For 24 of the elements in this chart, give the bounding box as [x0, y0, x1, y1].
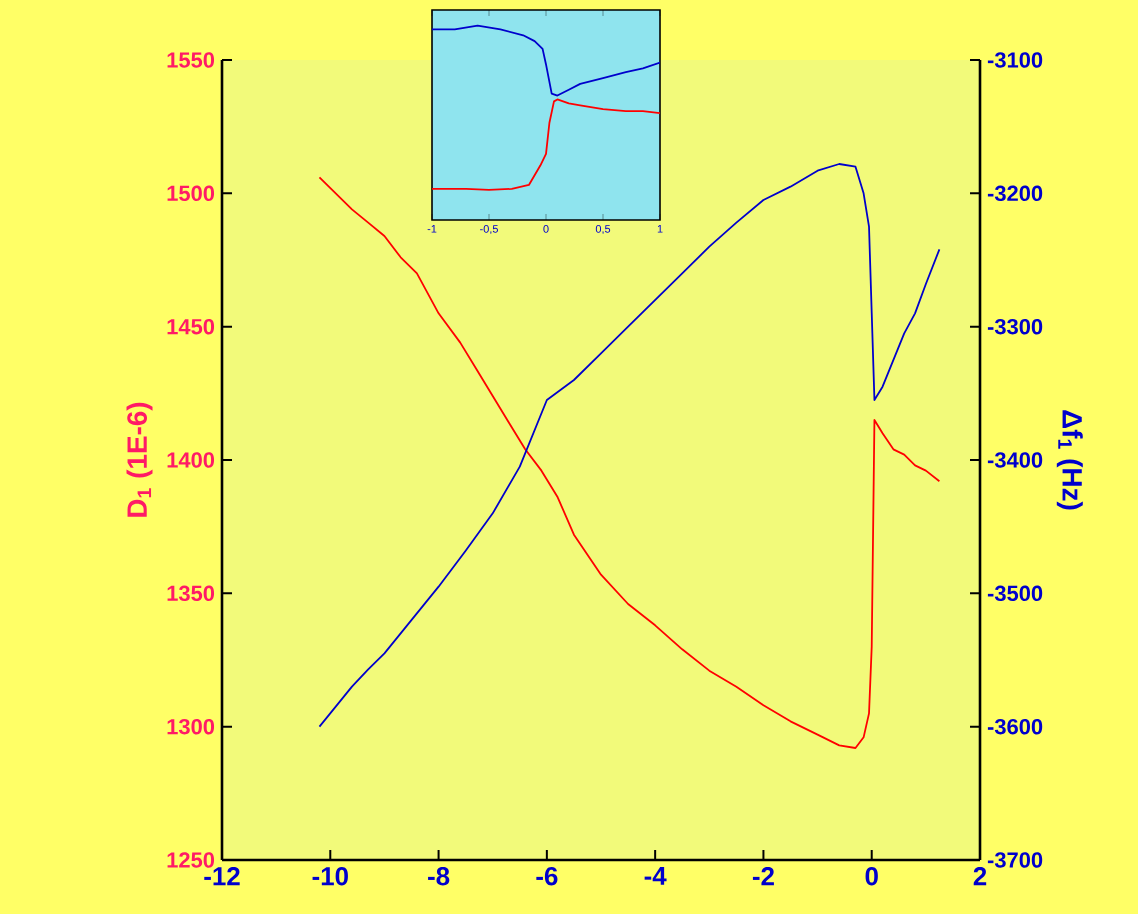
y2-tick-label: -3500 — [987, 585, 1043, 602]
x-tick-label: 2 — [973, 867, 987, 886]
y-tick-label: 1300 — [167, 718, 215, 735]
y2-tick-label: -3200 — [987, 185, 1043, 202]
y-tick-label: 1450 — [167, 318, 215, 335]
x-tick-label: -8 — [428, 867, 450, 886]
y-tick-label: 1350 — [167, 585, 215, 602]
y-tick-label: 1500 — [167, 185, 215, 202]
y2-tick-label: -3700 — [987, 852, 1043, 868]
y2-tick-label: -3100 — [987, 52, 1043, 68]
y2-tick-label: -3300 — [987, 318, 1043, 335]
y2-tick-label: -3400 — [987, 452, 1043, 468]
x-tick-label: -12 — [204, 867, 240, 886]
y-tick-label: 1400 — [167, 452, 215, 468]
y-axis-title: D$_{1}$ (1E-6) — [126, 402, 153, 517]
x-tick-label: -2 — [752, 867, 774, 886]
y-tick-label: 1550 — [167, 52, 215, 68]
y-tick-label: 1250 — [167, 852, 215, 868]
x-tick-label: -10 — [312, 867, 348, 886]
x-tick-label: -4 — [644, 867, 667, 885]
y2-tick-label: -3600 — [987, 718, 1043, 735]
y2-axis-title: Δf$_{1}$ (Hz) — [1056, 410, 1083, 510]
x-tick-label: 0 — [865, 867, 878, 886]
x-tick-label: -6 — [536, 867, 558, 886]
